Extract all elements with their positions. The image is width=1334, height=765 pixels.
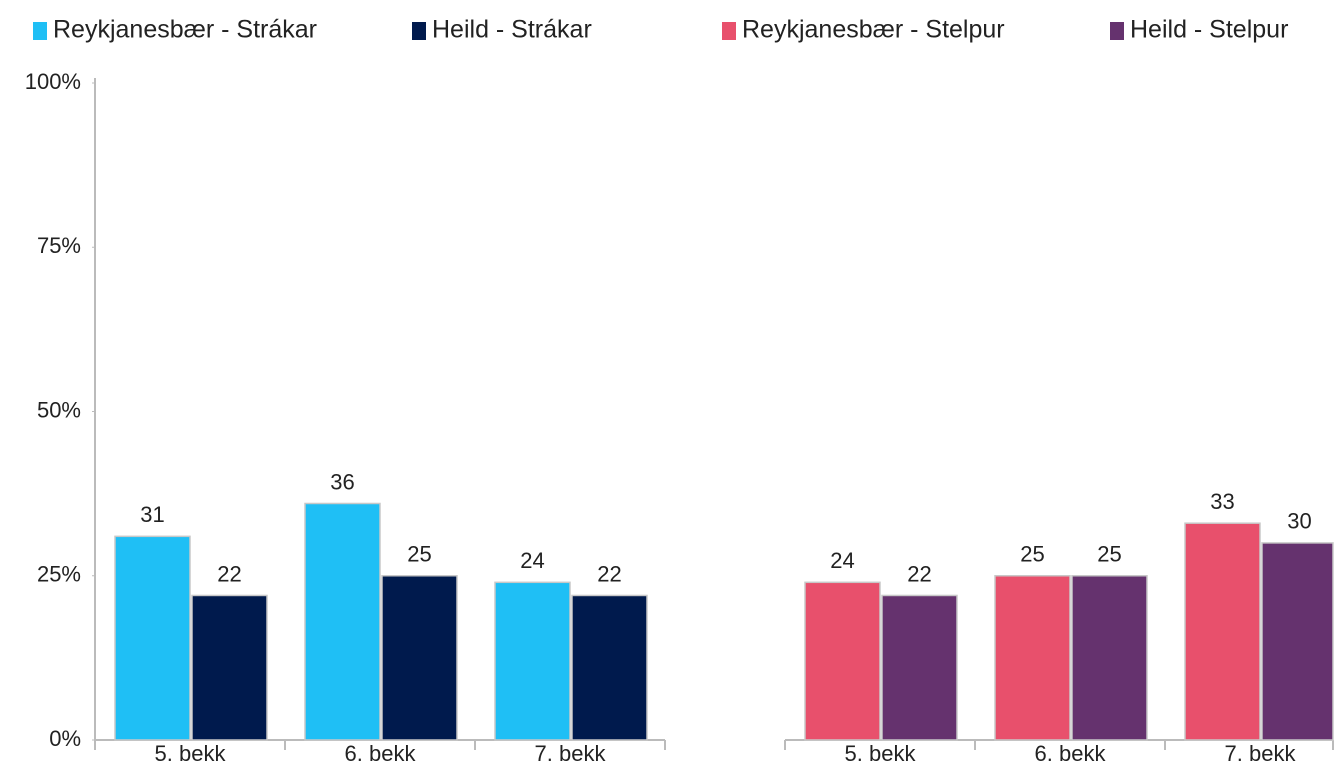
data-label: 24 bbox=[830, 548, 854, 573]
data-label: 31 bbox=[140, 502, 164, 527]
bar bbox=[191, 594, 268, 741]
data-label: 22 bbox=[217, 561, 241, 586]
bar bbox=[494, 581, 571, 741]
y-tick-label: 50% bbox=[37, 397, 81, 422]
bar bbox=[881, 594, 958, 741]
data-label: 30 bbox=[1287, 509, 1311, 534]
y-tick-label: 0% bbox=[49, 726, 81, 751]
data-label: 24 bbox=[520, 548, 544, 573]
y-tick-label: 100% bbox=[25, 69, 81, 94]
data-label: 22 bbox=[907, 561, 931, 586]
data-label: 25 bbox=[1020, 542, 1044, 567]
legend-label: Heild - Strákar bbox=[432, 16, 592, 44]
legend-swatch bbox=[412, 22, 426, 40]
data-label: 25 bbox=[1097, 542, 1121, 567]
bar bbox=[1071, 575, 1148, 741]
bar bbox=[1184, 522, 1261, 741]
x-tick-label: 5. bekk bbox=[155, 741, 227, 765]
x-tick-label: 6. bekk bbox=[1035, 741, 1107, 765]
bar bbox=[304, 502, 381, 741]
x-tick-label: 7. bekk bbox=[535, 741, 607, 765]
y-tick-label: 25% bbox=[37, 562, 81, 587]
bar bbox=[571, 594, 648, 741]
legend-label: Heild - Stelpur bbox=[1130, 16, 1288, 44]
bar bbox=[994, 575, 1071, 741]
data-label: 25 bbox=[407, 542, 431, 567]
bar bbox=[804, 581, 881, 741]
data-label: 22 bbox=[597, 561, 621, 586]
x-tick-label: 6. bekk bbox=[345, 741, 417, 765]
legend-swatch bbox=[722, 22, 736, 40]
legend-swatch bbox=[33, 22, 47, 40]
data-label: 33 bbox=[1210, 489, 1234, 514]
x-tick-label: 5. bekk bbox=[845, 741, 917, 765]
x-tick-label: 7. bekk bbox=[1225, 741, 1297, 765]
bar bbox=[381, 575, 458, 741]
bar bbox=[114, 535, 191, 741]
legend-label: Reykjanesbær - Strákar bbox=[53, 16, 317, 44]
y-tick-label: 75% bbox=[37, 233, 81, 258]
data-label: 36 bbox=[330, 469, 354, 494]
legend-swatch bbox=[1110, 22, 1124, 40]
legend-label: Reykjanesbær - Stelpur bbox=[742, 16, 1005, 44]
bar bbox=[1261, 542, 1334, 741]
